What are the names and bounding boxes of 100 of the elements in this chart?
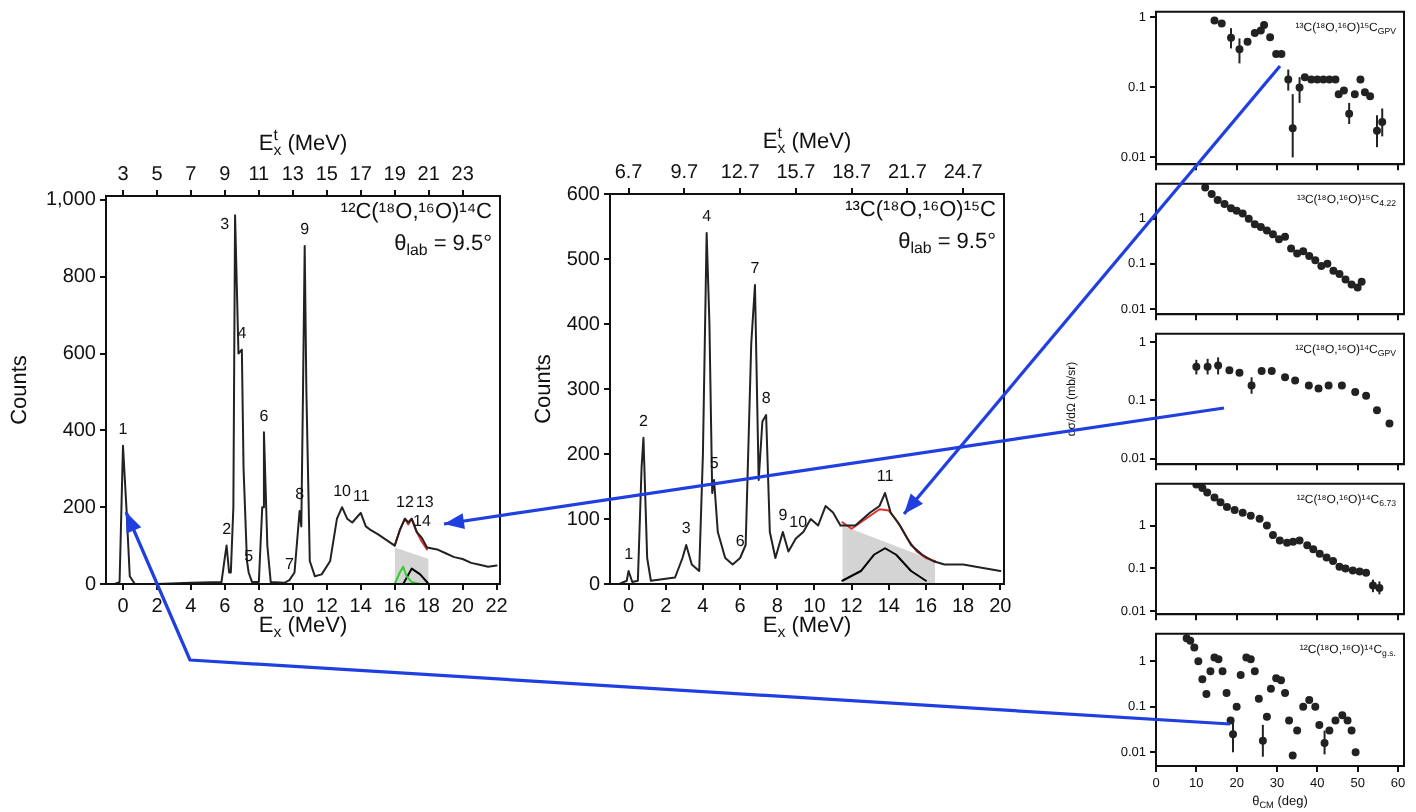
x2-tick-label: 3 xyxy=(117,163,130,186)
point xyxy=(1324,381,1333,390)
x-tick-label: 0 xyxy=(117,595,130,618)
point xyxy=(1303,541,1312,550)
point xyxy=(1281,373,1290,382)
point xyxy=(1350,90,1359,99)
point xyxy=(1235,368,1244,377)
annotation: 11 xyxy=(352,487,371,506)
point xyxy=(1256,26,1265,35)
point xyxy=(1287,244,1296,253)
point xyxy=(1238,209,1247,218)
point xyxy=(1315,549,1324,558)
point xyxy=(1230,506,1239,515)
y-tick-label: 600 xyxy=(566,183,601,206)
point xyxy=(1222,503,1231,512)
x-tick-label: 10 xyxy=(281,595,305,618)
annotation: ¹³C(¹⁸O,¹⁶O)¹⁵C xyxy=(845,198,997,223)
x2-tick-label: 6.7 xyxy=(614,161,644,184)
point xyxy=(1353,283,1362,292)
y-tick-label: 0 xyxy=(84,573,97,596)
point xyxy=(1335,562,1344,571)
point xyxy=(1288,751,1297,760)
point xyxy=(1232,702,1241,711)
annotation: 10 xyxy=(789,512,809,531)
point xyxy=(1210,493,1219,502)
annotation: 7 xyxy=(750,259,761,278)
point xyxy=(1385,419,1394,428)
point xyxy=(1305,251,1314,260)
point xyxy=(1351,748,1360,757)
annotation: ¹²C(¹⁸O,¹⁶O)¹⁴C xyxy=(340,200,493,225)
x2-tick-label: 12.7 xyxy=(720,161,761,184)
point xyxy=(1254,694,1263,703)
point xyxy=(1322,553,1331,562)
point xyxy=(1311,702,1320,711)
point xyxy=(1216,498,1225,507)
x2-tick-label: 23 xyxy=(451,163,475,186)
point xyxy=(1366,92,1375,101)
point xyxy=(1291,376,1300,385)
point xyxy=(1357,277,1366,286)
annotation: 7 xyxy=(284,554,295,573)
point xyxy=(1299,247,1308,256)
point xyxy=(1295,536,1304,545)
point xyxy=(1331,716,1340,725)
x2-tick-label: 15 xyxy=(315,163,339,186)
point xyxy=(1202,690,1211,699)
point xyxy=(1203,488,1212,497)
point xyxy=(1206,667,1215,676)
point xyxy=(1246,511,1255,520)
point xyxy=(1331,75,1340,84)
y-tick-label: 200 xyxy=(62,496,97,519)
point xyxy=(1317,261,1326,270)
y-tick-label: 1,000 xyxy=(45,189,97,212)
x-tick-label: 6 xyxy=(219,595,232,618)
point xyxy=(1281,232,1290,241)
y-axis-title: Counts xyxy=(8,354,33,425)
x-tick-label: 14 xyxy=(349,595,373,618)
x2-tick-label: 9 xyxy=(219,163,232,186)
annotation: 6 xyxy=(259,406,270,425)
point xyxy=(1334,90,1343,99)
x-tick-label: 12 xyxy=(315,595,339,618)
point xyxy=(1347,726,1356,735)
annotation: 3 xyxy=(220,215,231,234)
y-tick-label: 400 xyxy=(566,313,601,336)
point xyxy=(1266,684,1275,693)
point xyxy=(1293,726,1302,735)
point xyxy=(1314,384,1323,393)
point xyxy=(1338,711,1347,720)
point xyxy=(1243,37,1252,46)
point xyxy=(1266,33,1275,42)
point xyxy=(1313,75,1322,84)
x-tick-label: 12 xyxy=(840,595,864,618)
annotation: 13 xyxy=(415,493,435,512)
point xyxy=(1274,235,1283,244)
x2-tick-label: 7 xyxy=(185,163,198,186)
point xyxy=(1343,716,1352,725)
point xyxy=(1339,86,1348,95)
point xyxy=(1222,689,1231,698)
point xyxy=(1347,280,1356,289)
point xyxy=(1190,643,1199,652)
point xyxy=(1262,226,1271,235)
x2-tick-label: 21.7 xyxy=(887,161,928,184)
y-tick-label: 500 xyxy=(566,248,601,271)
y-tick-label: 800 xyxy=(62,266,97,289)
point xyxy=(1335,269,1344,278)
x-tick-label: 22 xyxy=(485,595,509,618)
point xyxy=(1194,657,1203,666)
point xyxy=(1285,716,1294,725)
x2-tick-label: 15.7 xyxy=(776,161,817,184)
point xyxy=(1311,256,1320,265)
point xyxy=(1341,564,1350,573)
point xyxy=(1337,381,1346,390)
point xyxy=(1300,73,1309,82)
x-tick-label: 2 xyxy=(151,595,164,618)
x2-tick-label: 24.7 xyxy=(943,161,984,184)
x-tick-label: 8 xyxy=(771,595,784,618)
x2-tick-label: 11 xyxy=(248,163,271,186)
point xyxy=(1227,204,1236,213)
point xyxy=(1198,675,1207,684)
x-tick-label: 16 xyxy=(914,595,938,618)
x2-tick-label: 18.7 xyxy=(832,161,872,184)
